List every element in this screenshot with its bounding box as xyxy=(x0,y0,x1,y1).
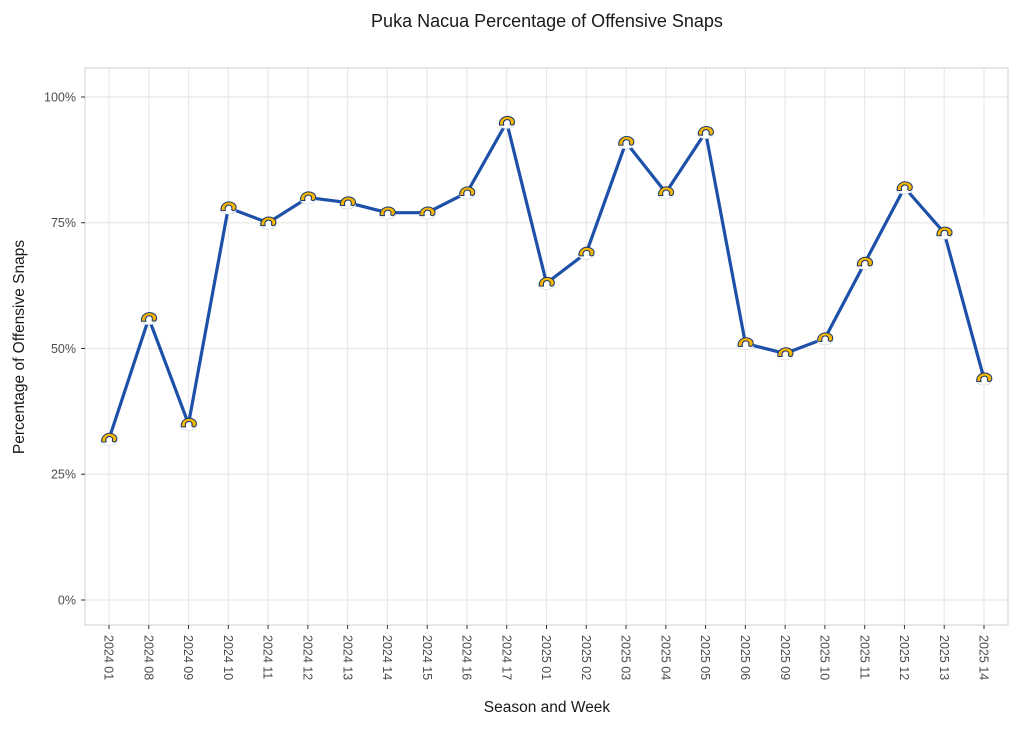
y-axis-title: Percentage of Offensive Snaps xyxy=(11,240,28,455)
rams-horn-shape xyxy=(101,432,118,443)
x-tick-label: 2024 14 xyxy=(380,635,394,680)
rams-horn-shape xyxy=(777,347,794,358)
rams-logo-icon xyxy=(697,125,714,139)
rams-logo-icon xyxy=(538,276,555,290)
y-tick-label: 50% xyxy=(51,342,76,356)
x-tick-label: 2024 15 xyxy=(420,635,434,680)
x-tick-label: 2025 14 xyxy=(977,635,991,680)
rams-logo-icon xyxy=(100,432,118,446)
y-tick-label: 25% xyxy=(51,468,76,482)
x-tick-label: 2025 12 xyxy=(897,635,911,680)
x-tick-label: 2025 04 xyxy=(658,635,672,680)
rams-logo-icon xyxy=(776,347,794,361)
x-tick-label: 2024 13 xyxy=(340,635,354,680)
rams-logo-icon xyxy=(816,332,834,346)
x-tick-label: 2024 01 xyxy=(102,635,116,680)
x-tick-label: 2024 09 xyxy=(181,635,195,680)
rams-logo-icon xyxy=(458,186,476,200)
rams-horn-shape xyxy=(936,226,953,237)
y-tick-label: 100% xyxy=(44,90,76,104)
rams-logo-icon xyxy=(299,191,317,205)
rams-logo-icon xyxy=(339,196,356,210)
x-tick-label: 2025 09 xyxy=(778,635,792,680)
rams-logo-icon xyxy=(259,216,277,230)
x-axis-title: Season and Week xyxy=(484,699,611,716)
rams-horn-shape xyxy=(300,191,317,202)
x-tick-label: 2025 11 xyxy=(857,635,871,679)
rams-logo-icon xyxy=(856,256,874,270)
rams-horn-shape xyxy=(459,186,476,197)
rams-horn-shape xyxy=(180,417,197,428)
rams-logo-icon xyxy=(975,372,993,386)
x-tick-label: 2025 05 xyxy=(698,635,712,680)
rams-logo-icon xyxy=(379,206,396,220)
rams-logo-icon xyxy=(896,181,913,195)
y-tick-label: 0% xyxy=(58,593,76,607)
rams-horn-shape xyxy=(538,276,555,287)
rams-horn-shape xyxy=(817,332,834,342)
rams-horn-shape xyxy=(220,201,237,212)
x-tick-label: 2025 10 xyxy=(818,635,832,680)
x-tick-label: 2024 12 xyxy=(300,635,314,680)
rams-logo-icon xyxy=(140,312,158,326)
x-tick-label: 2024 17 xyxy=(499,635,513,680)
rams-horn-shape xyxy=(976,372,993,383)
rams-horn-shape xyxy=(339,196,356,207)
y-tick-label: 75% xyxy=(51,216,76,230)
rams-horn-shape xyxy=(618,136,635,146)
rams-horn-shape xyxy=(697,125,714,136)
rams-logo-icon xyxy=(180,417,197,431)
chart-title: Puka Nacua Percentage of Offensive Snaps xyxy=(371,11,723,31)
rams-horn-shape xyxy=(658,186,675,197)
rams-horn-shape xyxy=(141,312,158,322)
rams-horn-shape xyxy=(856,256,874,267)
x-tick-label: 2024 10 xyxy=(221,635,235,680)
x-tick-label: 2025 13 xyxy=(937,635,951,680)
x-tick-label: 2024 08 xyxy=(141,635,155,680)
rams-horn-shape xyxy=(578,246,595,257)
rams-logo-icon xyxy=(935,226,953,240)
x-tick-label: 2024 11 xyxy=(261,635,275,679)
rams-horn-shape xyxy=(379,206,396,217)
rams-horn-shape xyxy=(419,206,436,217)
rams-logo-icon xyxy=(657,186,675,200)
x-tick-label: 2025 06 xyxy=(738,635,752,680)
x-tick-label: 2025 01 xyxy=(539,635,553,680)
x-tick-label: 2024 16 xyxy=(460,635,474,680)
rams-horn-shape xyxy=(896,181,913,192)
rams-horn-shape xyxy=(260,216,277,227)
rams-horn-shape xyxy=(499,115,516,126)
rams-logo-icon xyxy=(737,337,754,351)
rams-logo-icon xyxy=(498,115,516,129)
rams-logo-icon xyxy=(418,206,436,220)
rams-logo-icon xyxy=(220,201,237,215)
x-tick-label: 2025 03 xyxy=(619,635,633,680)
x-tick-label: 2025 02 xyxy=(579,635,593,680)
rams-horn-shape xyxy=(737,337,754,347)
rams-logo-icon xyxy=(617,136,635,149)
rams-logo-icon xyxy=(577,246,595,260)
